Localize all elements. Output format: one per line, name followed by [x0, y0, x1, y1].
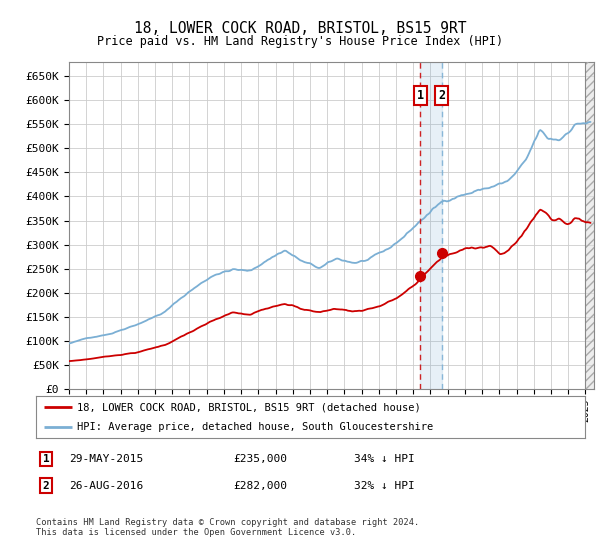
Bar	[586, 62, 594, 389]
Text: 2: 2	[43, 481, 49, 491]
Text: 1: 1	[43, 454, 49, 464]
Text: 26-AUG-2016: 26-AUG-2016	[69, 481, 143, 491]
Text: 1: 1	[417, 89, 424, 102]
Bar	[586, 62, 594, 389]
Text: 29-MAY-2015: 29-MAY-2015	[69, 454, 143, 464]
Text: £235,000: £235,000	[233, 454, 287, 464]
Text: Contains HM Land Registry data © Crown copyright and database right 2024.
This d: Contains HM Land Registry data © Crown c…	[36, 518, 419, 538]
Text: HPI: Average price, detached house, South Gloucestershire: HPI: Average price, detached house, Sout…	[77, 422, 433, 432]
Bar	[421, 62, 442, 389]
Text: 18, LOWER COCK ROAD, BRISTOL, BS15 9RT (detached house): 18, LOWER COCK ROAD, BRISTOL, BS15 9RT (…	[77, 402, 421, 412]
Text: 2: 2	[438, 89, 445, 102]
Text: Price paid vs. HM Land Registry's House Price Index (HPI): Price paid vs. HM Land Registry's House …	[97, 35, 503, 48]
Text: £282,000: £282,000	[233, 481, 287, 491]
Text: 18, LOWER COCK ROAD, BRISTOL, BS15 9RT: 18, LOWER COCK ROAD, BRISTOL, BS15 9RT	[134, 21, 466, 36]
Text: 32% ↓ HPI: 32% ↓ HPI	[355, 481, 415, 491]
Text: 34% ↓ HPI: 34% ↓ HPI	[355, 454, 415, 464]
